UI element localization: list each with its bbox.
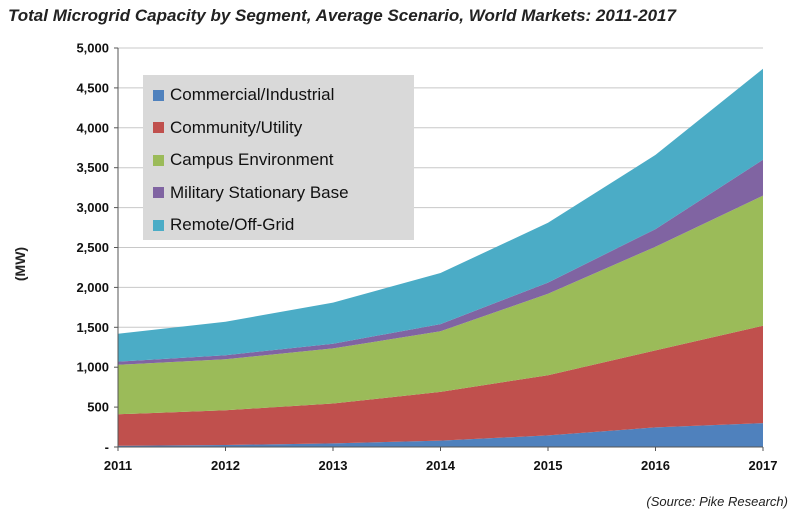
legend-item: Military Stationary Base — [153, 182, 349, 204]
y-axis-label-wrap: (MW) — [6, 190, 36, 340]
legend-label: Community/Utility — [170, 117, 303, 137]
source-note: (Source: Pike Research) — [646, 494, 788, 509]
y-tick-label: 4,500 — [76, 80, 109, 95]
legend-item: Remote/Off-Grid — [153, 214, 294, 236]
legend-item: Commercial/Industrial — [153, 84, 334, 106]
legend-label: Military Stationary Base — [170, 182, 349, 202]
area-community-utility — [118, 325, 763, 446]
chart-title: Total Microgrid Capacity by Segment, Ave… — [8, 6, 676, 25]
y-tick-label: 4,000 — [76, 120, 109, 135]
legend-swatch — [153, 154, 164, 166]
x-tick-label: 2011 — [104, 458, 132, 473]
x-tick-label: 2017 — [749, 458, 778, 473]
x-tick-labels: 2011 2012 2013 2014 2015 2016 2017 — [104, 458, 778, 473]
y-axis-label: (MW) — [12, 246, 28, 282]
legend-swatch — [153, 89, 164, 101]
y-tick-label: 500 — [87, 400, 109, 415]
x-tick-label: 2016 — [641, 458, 670, 473]
y-tick-label: 1,000 — [76, 360, 109, 375]
y-tick-label: 5,000 — [76, 41, 109, 56]
legend-swatch — [153, 187, 164, 198]
axes — [114, 47, 764, 451]
legend-label: Campus Environment — [170, 150, 334, 169]
x-tick-label: 2012 — [211, 458, 240, 473]
legend-swatch — [153, 219, 164, 231]
y-tick-label: - — [105, 440, 109, 455]
chart-legend: Commercial/Industrial Community/Utility Ca… — [143, 75, 414, 240]
y-tick-label: 2,000 — [76, 280, 109, 295]
y-tick-labels: - 500 1,000 1,500 2,000 2,500 3,000 3,500 4,000 4… — [76, 41, 109, 455]
legend-label: Commercial/Industrial — [170, 85, 335, 104]
legend-item: Campus Environment — [153, 149, 333, 171]
y-tick-label: 1,500 — [76, 320, 109, 335]
area-commercial-industrial — [118, 423, 763, 447]
legend-item: Community/Utility — [153, 117, 302, 139]
y-tick-label: 3,500 — [76, 160, 109, 175]
x-tick-label: 2015 — [534, 458, 563, 473]
area-campus-environment — [118, 195, 763, 415]
x-tick-label: 2014 — [426, 458, 456, 473]
y-tick-label: 3,000 — [76, 200, 109, 215]
x-tick-label: 2013 — [319, 458, 348, 473]
legend-label: Remote/Off-Grid — [170, 215, 295, 234]
legend-swatch — [153, 122, 164, 133]
area-series — [118, 68, 763, 447]
area-remote-off-grid — [118, 68, 763, 362]
y-tick-label: 2,500 — [76, 240, 109, 255]
